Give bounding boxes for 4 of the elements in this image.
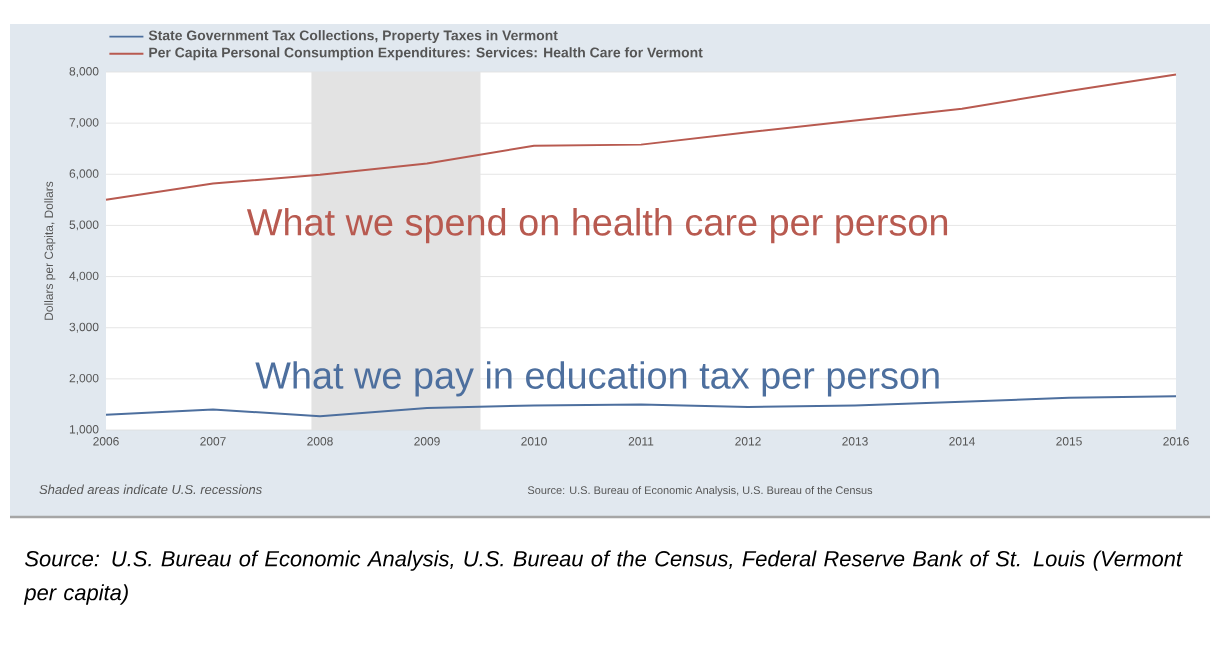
annotation: What we spend on health care per person — [246, 207, 948, 244]
annotation: What we pay in education tax per person — [255, 361, 939, 397]
source-note: Source: U.S. Bureau of Economic Analysis, U.S. Bureau of the Census, Federal Reserve Bank of St. Louis (Vermont per capita) — [23, 550, 1183, 605]
line-series — [105, 395, 1178, 418]
